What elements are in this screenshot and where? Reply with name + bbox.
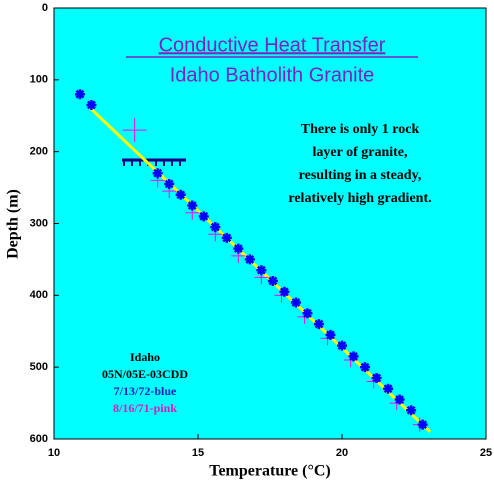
star-point bbox=[383, 383, 394, 394]
y-tick-label: 500 bbox=[30, 361, 48, 373]
star-point bbox=[337, 340, 347, 351]
star-point bbox=[313, 319, 324, 330]
chart-title: Conductive Heat Transfer bbox=[159, 34, 386, 56]
star-point bbox=[187, 200, 198, 211]
y-tick-label: 600 bbox=[30, 433, 48, 445]
star-point bbox=[152, 168, 163, 179]
y-tick-label: 0 bbox=[42, 2, 48, 14]
star-point bbox=[267, 275, 278, 286]
plot-area bbox=[53, 7, 487, 440]
star-point bbox=[164, 178, 175, 189]
annotation: resulting in a steady, bbox=[299, 168, 422, 183]
legend-text: Idaho bbox=[130, 350, 160, 364]
star-point bbox=[279, 286, 290, 297]
y-axis-label: Depth (m) bbox=[5, 189, 22, 259]
star-point bbox=[406, 405, 417, 416]
chart-subtitle: Idaho Batholith Granite bbox=[170, 64, 375, 86]
star-point bbox=[290, 297, 301, 308]
star-point bbox=[256, 265, 267, 276]
star-point bbox=[210, 222, 221, 233]
legend-text: 8/16/71-pink bbox=[113, 401, 177, 415]
star-point bbox=[74, 89, 85, 100]
x-axis-label: Temperature (°C) bbox=[209, 463, 330, 480]
x-tick-label: 10 bbox=[48, 447, 60, 459]
y-tick-label: 300 bbox=[30, 217, 48, 229]
star-point bbox=[244, 254, 255, 265]
y-tick-label: 100 bbox=[30, 74, 48, 86]
star-point bbox=[371, 372, 382, 383]
star-point bbox=[198, 211, 209, 222]
star-point bbox=[86, 99, 97, 110]
y-tick-label: 200 bbox=[30, 146, 48, 158]
x-tick-label: 20 bbox=[336, 447, 348, 459]
x-tick-label: 15 bbox=[192, 447, 204, 459]
legend-text: 05N/05E-03CDD bbox=[102, 367, 188, 381]
annotation: layer of granite, bbox=[313, 145, 408, 160]
star-point bbox=[348, 351, 359, 362]
annotation: relatively high gradient. bbox=[288, 191, 431, 206]
star-point bbox=[417, 419, 428, 430]
star-point bbox=[325, 329, 336, 340]
star-point bbox=[360, 362, 371, 373]
legend-text: 7/13/72-blue bbox=[114, 384, 177, 398]
star-point bbox=[221, 232, 232, 243]
y-tick-label: 400 bbox=[30, 289, 48, 301]
star-point bbox=[302, 308, 313, 319]
annotation: There is only 1 rock bbox=[301, 122, 420, 137]
star-point bbox=[394, 394, 405, 405]
cross-point bbox=[122, 118, 147, 143]
star-point bbox=[175, 189, 186, 200]
star-point bbox=[233, 243, 244, 254]
x-tick-label: 25 bbox=[480, 447, 492, 459]
